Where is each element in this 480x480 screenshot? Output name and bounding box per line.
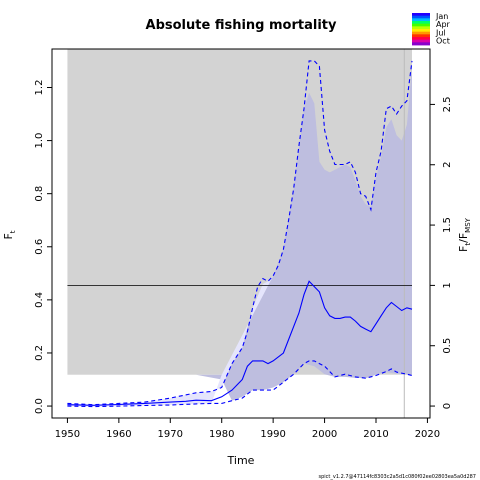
x-tick-label: 2020: [415, 429, 440, 440]
x-tick-label: 2010: [363, 429, 388, 440]
legend-swatch: [412, 23, 430, 27]
right-axis-label: Ft/FMSY: [457, 217, 472, 252]
legend-label: Apr: [436, 20, 451, 29]
y-tick-label: 0.2: [34, 345, 45, 361]
right-tick-label: 1: [442, 282, 453, 288]
legend-label: Oct: [436, 37, 450, 46]
y-tick-label: 1.0: [34, 133, 45, 149]
legend-swatch: [412, 29, 430, 33]
right-tick-label: 0.5: [442, 338, 453, 354]
legend-swatch: [412, 21, 430, 25]
right-tick-label: 2.5: [442, 96, 453, 112]
x-tick-label: 1960: [106, 429, 131, 440]
legend-swatch: [412, 18, 430, 22]
x-tick-label: 1990: [260, 429, 285, 440]
y-tick-label: 0.8: [34, 186, 45, 202]
fmsy-ci-band: [67, 66, 413, 401]
svg-text:Ft: Ft: [2, 230, 17, 239]
y-tick-label: 1.2: [34, 80, 45, 96]
x-tick-label: 1970: [158, 429, 183, 440]
y-tick-label: 0.4: [34, 292, 45, 308]
legend-label: Jul: [435, 28, 446, 37]
y-axis-label-main: F: [2, 233, 15, 239]
series-line-0: [67, 280, 413, 406]
svg-text:Ft/FMSY: Ft/FMSY: [457, 217, 472, 252]
x-axis-label: Time: [227, 454, 255, 467]
right-tick-label: 2: [442, 162, 453, 168]
version-footer: spict_v1.2.7@47114fc8303c2a5d1c080f02ee0…: [319, 474, 477, 480]
y-axis-label-sub: t: [9, 230, 17, 233]
legend-swatch: [412, 39, 430, 43]
legend-swatch: [412, 37, 430, 41]
x-tick-label: 1950: [55, 429, 80, 440]
y-tick-label: 0.0: [34, 398, 45, 414]
legend-swatch: [412, 15, 430, 19]
y-tick-label: 0.6: [34, 239, 45, 255]
series-line-2: [67, 360, 413, 408]
plot-area: [67, 49, 413, 418]
chart-title: Absolute fishing mortality: [146, 18, 337, 33]
x-tick-label: 1980: [209, 429, 234, 440]
series-line-1: [67, 60, 413, 406]
legend-swatch: [412, 13, 430, 17]
x-tick-label: 2000: [312, 429, 337, 440]
axes: 1950 1960 1970 1980 1990 2000 2010 2020 0.0 0.2 0.…: [34, 48, 453, 440]
legend-swatch: [412, 26, 430, 30]
plot-frame: [51, 48, 431, 419]
right-tick-label: 1.5: [442, 217, 453, 233]
y-axis-label: Ft: [2, 230, 17, 239]
right-tick-label: 0: [442, 403, 453, 409]
legend-label: Jan: [435, 12, 448, 21]
legend-swatch: [412, 42, 430, 46]
legend-swatch: [412, 31, 430, 35]
legend-swatch: [412, 34, 430, 38]
